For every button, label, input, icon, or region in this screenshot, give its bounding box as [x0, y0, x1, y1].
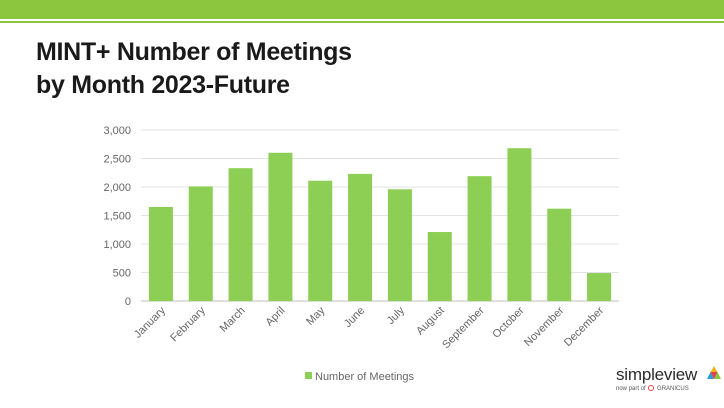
granicus-icon: [648, 385, 655, 391]
top-accent-line: [0, 21, 724, 23]
y-tick-label: 1,500: [103, 211, 131, 223]
y-tick-label: 3,000: [103, 125, 131, 137]
logo-wordmark: simpleview: [616, 365, 698, 384]
legend-label: Number of Meetings: [315, 371, 415, 383]
x-tick-label: March: [218, 305, 248, 335]
bar-december: [587, 273, 612, 301]
y-tick-label: 500: [113, 268, 131, 280]
logo-subtitle: now part of GRANICUS: [616, 385, 689, 392]
simpleview-triangle-icon: [707, 366, 721, 379]
x-tick-label: September: [440, 304, 487, 351]
y-tick-label: 1,000: [103, 239, 131, 251]
legend-swatch: [305, 372, 312, 379]
page-title: MINT+ Number of Meetings by Month 2023-F…: [36, 36, 352, 102]
logo-sub-brand: GRANICUS: [657, 386, 689, 392]
bar-september: [467, 176, 492, 301]
bar-april: [268, 152, 293, 301]
x-tick-label: August: [414, 305, 447, 338]
y-tick-label: 0: [125, 296, 131, 308]
x-tick-label: July: [385, 304, 408, 327]
bar-june: [348, 173, 373, 301]
bar-july: [387, 189, 412, 301]
x-tick-label: April: [263, 305, 287, 329]
title-line-2: by Month 2023-Future: [36, 71, 290, 99]
bar-august: [427, 232, 452, 301]
x-tick-label: February: [168, 304, 208, 344]
y-tick-label: 2,500: [103, 154, 131, 166]
bar-march: [228, 168, 253, 301]
bar-october: [507, 148, 532, 301]
x-tick-label: May: [304, 304, 328, 328]
logo-sub-prefix: now part of: [616, 386, 646, 392]
title-line-1: MINT+ Number of Meetings: [36, 38, 352, 66]
x-tick-label: November: [522, 304, 567, 349]
x-tick-label: October: [490, 304, 526, 340]
x-tick-label: January: [132, 304, 169, 341]
simpleview-logo: simpleview now part of GRANICUS: [612, 362, 724, 408]
x-tick-label: December: [562, 304, 607, 349]
y-tick-label: 2,000: [103, 182, 131, 194]
top-accent-bar: [0, 0, 724, 19]
bar-february: [188, 186, 213, 301]
bar-january: [148, 206, 173, 301]
bar-may: [308, 180, 333, 301]
bar-november: [547, 208, 572, 301]
x-tick-label: June: [342, 305, 367, 330]
